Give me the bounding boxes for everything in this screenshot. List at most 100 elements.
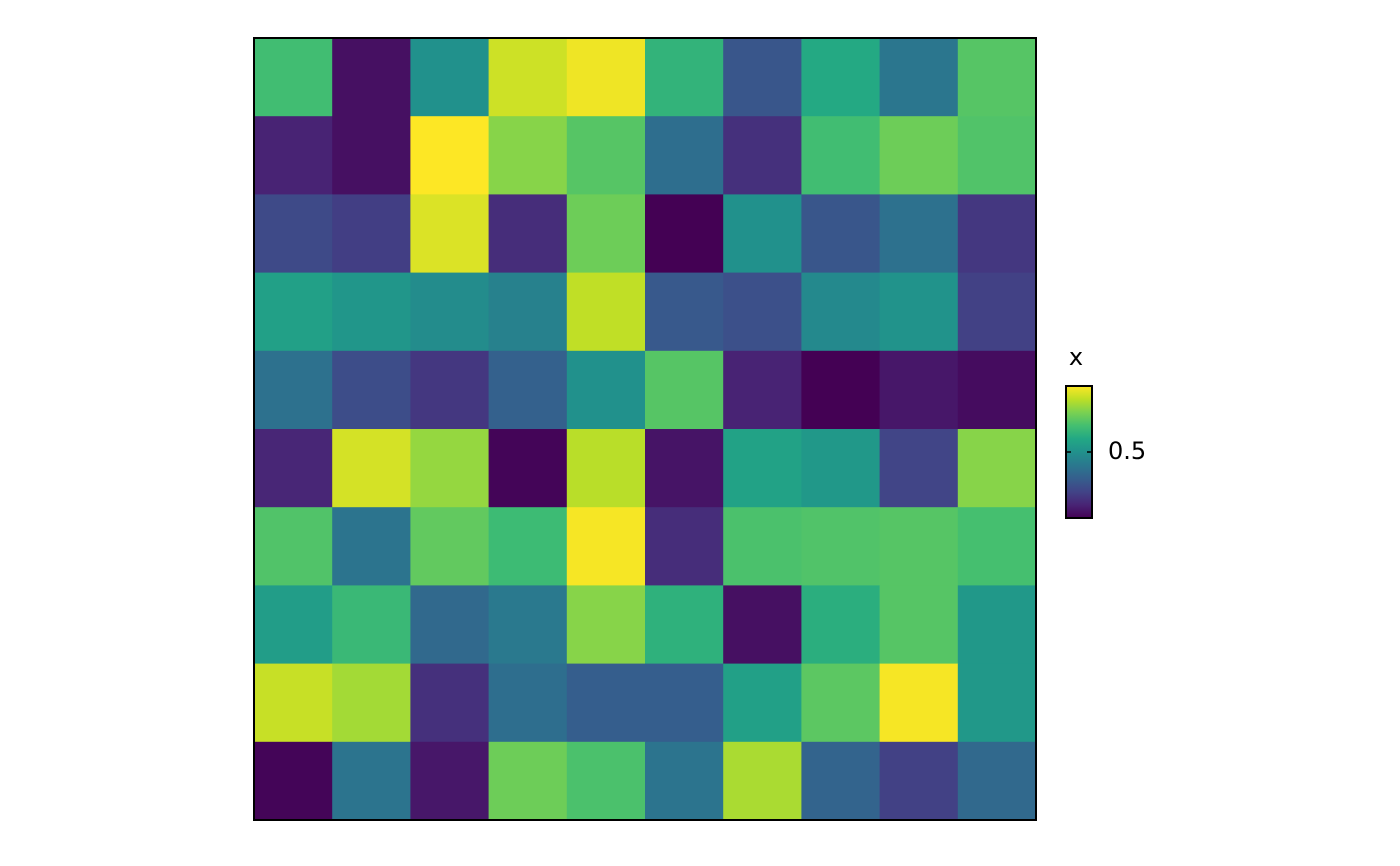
heatmap-cell	[957, 350, 1037, 430]
heatmap-cell	[645, 741, 724, 821]
heatmap-cell	[488, 741, 568, 821]
heatmap-cell	[488, 585, 568, 665]
heatmap-cell	[645, 585, 724, 665]
heatmap-cell	[645, 663, 724, 743]
heatmap-cell	[723, 194, 802, 274]
heatmap-cell	[879, 350, 959, 430]
heatmap-cell	[957, 38, 1037, 117]
heatmap-cell	[488, 116, 568, 195]
heatmap-cell	[879, 507, 959, 586]
heatmap-cell	[723, 272, 802, 352]
heatmap-cell	[332, 741, 411, 821]
heatmap-cell	[566, 116, 646, 195]
heatmap-cell	[410, 350, 490, 430]
heatmap-cell	[410, 663, 490, 743]
heatmap-cell	[566, 663, 646, 743]
heatmap-cell	[957, 272, 1037, 352]
heatmap-cell	[645, 350, 724, 430]
heatmap-cell	[254, 272, 333, 352]
heatmap-cell	[566, 507, 646, 586]
heatmap-cell	[801, 741, 881, 821]
heatmap-cell	[254, 585, 333, 665]
heatmap-cell	[957, 585, 1037, 665]
heatmap-cell	[879, 585, 959, 665]
heatmap-cell	[801, 272, 881, 352]
heatmap-cell	[566, 272, 646, 352]
colorbar-tick-label: 0.5	[1108, 437, 1146, 465]
heatmap-cell	[254, 429, 333, 508]
heatmap-cell	[957, 116, 1037, 195]
heatmap-cell	[254, 116, 333, 195]
heatmap-cell	[410, 429, 490, 508]
heatmap-cell	[332, 663, 411, 743]
heatmap-cell	[332, 272, 411, 352]
heatmap-cell	[801, 116, 881, 195]
heatmap-cell	[254, 663, 333, 743]
heatmap-cell	[879, 663, 959, 743]
heatmap-cell	[410, 38, 490, 117]
heatmap-cell	[488, 507, 568, 586]
heatmap-cell	[410, 585, 490, 665]
heatmap-cell	[645, 272, 724, 352]
heatmap-cell	[332, 350, 411, 430]
heatmap-cell	[801, 663, 881, 743]
plot-border	[253, 37, 1037, 821]
colorbar-title: x	[1069, 343, 1083, 371]
heatmap-cell	[488, 38, 568, 117]
heatmap-cell	[332, 429, 411, 508]
heatmap-cell	[332, 585, 411, 665]
heatmap-cell	[566, 350, 646, 430]
heatmap-cell	[879, 272, 959, 352]
heatmap-cell	[723, 663, 802, 743]
heatmap-cell	[566, 585, 646, 665]
heatmap-cell	[488, 429, 568, 508]
heatmap-cell	[723, 350, 802, 430]
heatmap-cell	[723, 429, 802, 508]
heatmap-cell	[879, 116, 959, 195]
heatmap-cell	[488, 663, 568, 743]
heatmap-cell	[879, 38, 959, 117]
heatmap-cell	[957, 194, 1037, 274]
heatmap-cell	[254, 38, 333, 117]
heatmap-cell	[957, 507, 1037, 586]
heatmap-cell	[723, 38, 802, 117]
heatmap-cell	[801, 194, 881, 274]
heatmap-cell	[645, 429, 724, 508]
heatmap-cell	[801, 38, 881, 117]
heatmap-cell	[645, 507, 724, 586]
heatmap-cell	[410, 194, 490, 274]
heatmap-cell	[488, 272, 568, 352]
heatmap-cell	[801, 429, 881, 508]
heatmap-cell	[410, 116, 490, 195]
heatmap-cell	[410, 507, 490, 586]
heatmap-cell	[723, 116, 802, 195]
heatmap-cell	[723, 585, 802, 665]
heatmap-cell	[879, 741, 959, 821]
heatmap-cell	[801, 350, 881, 430]
heatmap-cell	[254, 194, 333, 274]
heatmap-cell	[566, 38, 646, 117]
heatmap-cell	[957, 663, 1037, 743]
heatmap-cell	[801, 585, 881, 665]
heatmap-cell	[645, 194, 724, 274]
heatmap-cell	[957, 429, 1037, 508]
heatmap-cell	[879, 429, 959, 508]
heatmap-cell	[801, 507, 881, 586]
heatmap-cell	[254, 350, 333, 430]
heatmap-cell	[566, 741, 646, 821]
heatmap-cell	[332, 38, 411, 117]
heatmap-cell	[332, 194, 411, 274]
heatmap-cell	[723, 741, 802, 821]
heatmap-cell	[566, 429, 646, 508]
heatmap-cell	[254, 507, 333, 586]
heatmap-cell	[566, 194, 646, 274]
heatmap-cell	[410, 741, 490, 821]
heatmap-cell	[645, 38, 724, 117]
heatmap-cell	[957, 741, 1037, 821]
heatmap-cell	[410, 272, 490, 352]
heatmap-cell	[645, 116, 724, 195]
heatmap-cell	[488, 350, 568, 430]
heatmap-cell	[332, 507, 411, 586]
heatmap-cell	[488, 194, 568, 274]
